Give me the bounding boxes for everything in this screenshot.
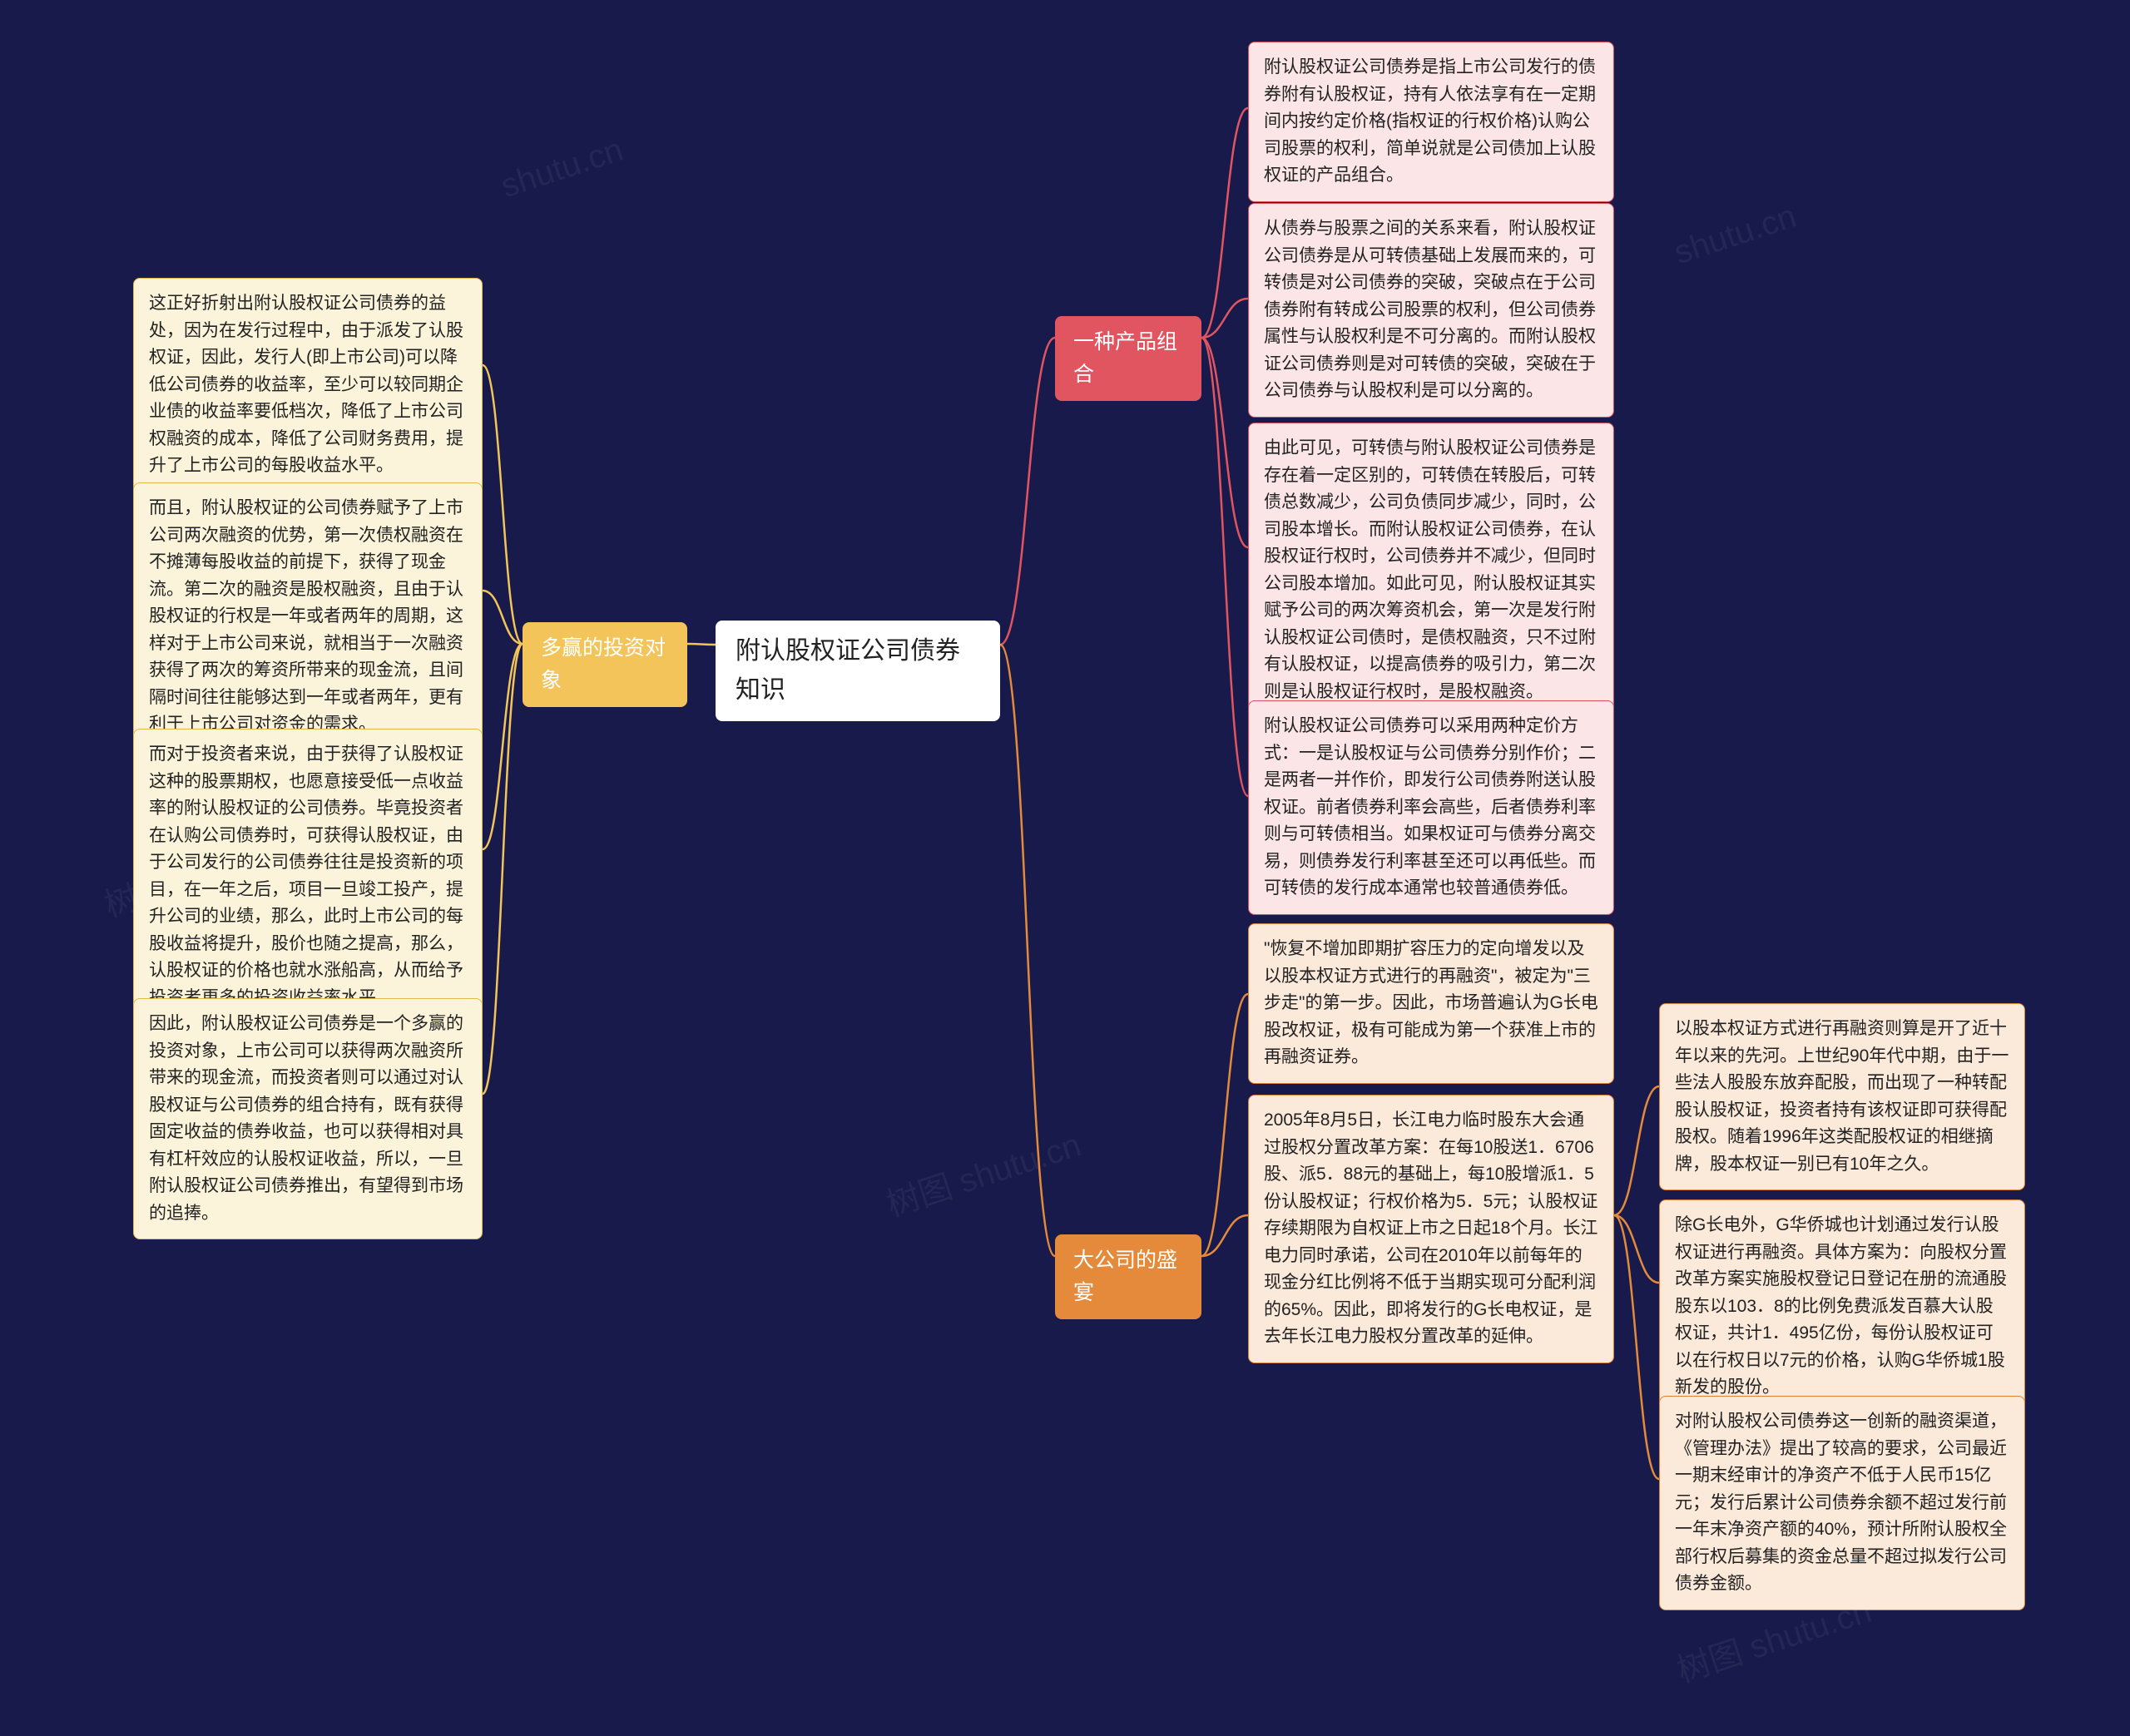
right-bottom-1-grand-leaf-0: 以股本权证方式进行再融资则算是开了近十年以来的先河。上世纪90年代中期，由于一些… xyxy=(1659,1003,2025,1190)
right-bottom-1-grand-leaf-1: 除G长电外，G华侨城也计划通过发行认股权证进行再融资。具体方案为：向股权分置改革… xyxy=(1659,1199,2025,1414)
left-leaf-2: 而对于投资者来说，由于获得了认股权证这种的股票期权，也愿意接受低一点收益率的附认… xyxy=(133,729,483,1024)
right-top-leaf-2: 由此可见，可转债与附认股权证公司债券是存在着一定区别的，可转债在转股后，可转债总… xyxy=(1248,423,1614,718)
watermark-0: shutu.cn xyxy=(497,131,628,206)
watermark-1: shutu.cn xyxy=(1670,198,1801,273)
center-node: 附认股权证公司债券知识 xyxy=(716,621,1000,721)
watermark-3: 树图 shutu.cn xyxy=(879,1118,1086,1226)
right-top-leaf-0: 附认股权证公司债券是指上市公司发行的债券附有认股权证，持有人依法享有在一定期间内… xyxy=(1248,42,1614,202)
left-leaf-1: 而且，附认股权证的公司债券赋予了上市公司两次融资的优势，第一次债权融资在不摊薄每… xyxy=(133,482,483,751)
branch-left: 多赢的投资对象 xyxy=(523,622,687,707)
left-leaf-0: 这正好折射出附认股权证公司债券的益处，因为在发行过程中，由于派发了认股权证，因此… xyxy=(133,278,483,492)
right-bottom-leaf-0: "恢复不增加即期扩容压力的定向增发以及以股本权证方式进行的再融资"，被定为"三步… xyxy=(1248,923,1614,1084)
right-bottom-leaf-1: 2005年8月5日，长江电力临时股东大会通过股权分置改革方案：在每10股送1．6… xyxy=(1248,1095,1614,1363)
right-bottom-1-grand-leaf-2: 对附认股权公司债券这一创新的融资渠道，《管理办法》提出了较高的要求，公司最近一期… xyxy=(1659,1396,2025,1610)
left-leaf-3: 因此，附认股权证公司债券是一个多赢的投资对象，上市公司可以获得两次融资所带来的现… xyxy=(133,998,483,1239)
right-top-leaf-1: 从债券与股票之间的关系来看，附认股权证公司债券是从可转债基础上发展而来的，可转债… xyxy=(1248,203,1614,418)
right-top-leaf-3: 附认股权证公司债券可以采用两种定价方式：一是认股权证与公司债券分别作价；二是两者… xyxy=(1248,700,1614,915)
branch-right-bottom: 大公司的盛宴 xyxy=(1055,1234,1201,1319)
branch-right-top: 一种产品组合 xyxy=(1055,316,1201,401)
